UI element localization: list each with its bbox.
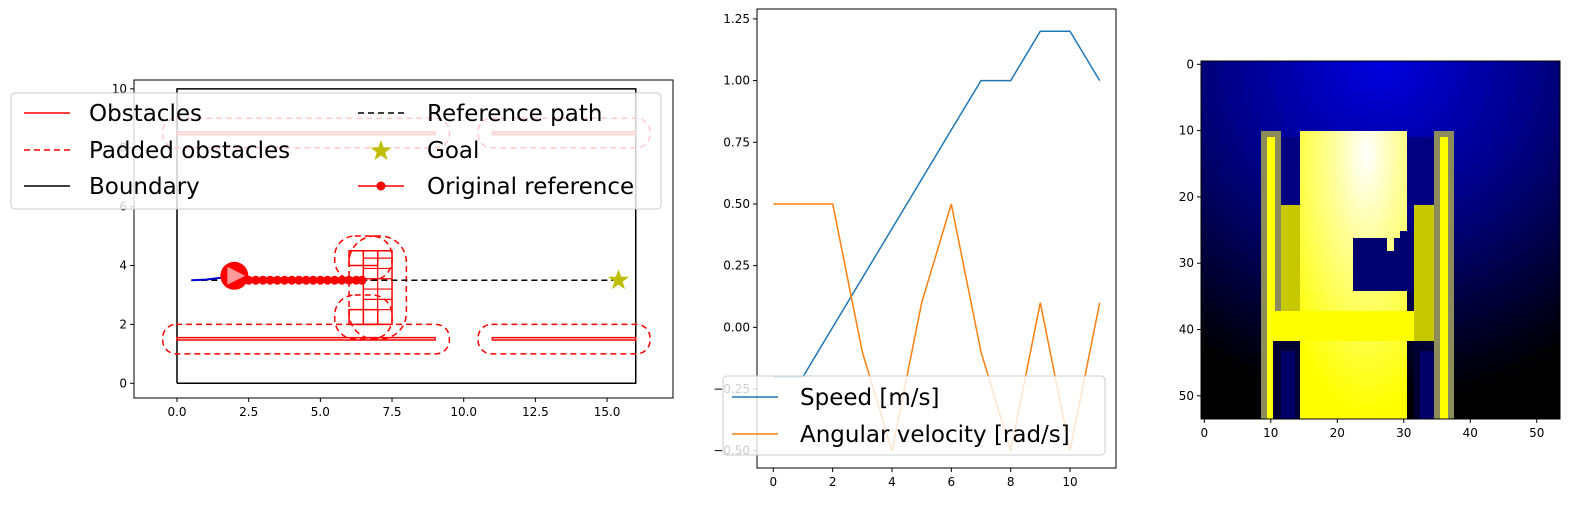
legend-label-original-reference: Original reference <box>427 174 634 200</box>
y-tick-label: 10 <box>112 82 127 96</box>
original-reference-point <box>330 275 340 285</box>
legend-item-obstacles: Obstacles <box>24 101 202 127</box>
original-reference-point <box>337 275 347 285</box>
legend-label-angular-velocity: Angular velocity [rad/s] <box>800 422 1070 448</box>
legend-item-reference-path: Reference path <box>358 101 602 127</box>
y-tick-label: 0 <box>119 376 127 390</box>
original-reference-point <box>251 275 261 285</box>
original-reference-point <box>294 275 304 285</box>
padded-obstacle <box>477 323 651 355</box>
x-tick-label: 2.5 <box>239 405 258 419</box>
original-reference-point <box>258 275 268 285</box>
y-tick-label: 10 <box>1179 124 1194 138</box>
x-tick-label: 8 <box>1007 475 1015 489</box>
y-tick-label: 1.25 <box>723 12 750 26</box>
legend-original-reference-marker-icon <box>376 181 386 191</box>
obstacle <box>176 336 436 341</box>
x-tick-label: 10.0 <box>450 405 477 419</box>
legend-item-speed: Speed [m/s] <box>732 385 940 411</box>
original-reference-point <box>280 275 290 285</box>
obstacle <box>362 250 393 326</box>
original-reference-point <box>357 275 367 285</box>
legend-label-padded-obstacles: Padded obstacles <box>89 138 290 164</box>
cost-map-frame <box>1200 60 1561 420</box>
x-tick-label: 0 <box>1201 426 1209 440</box>
original-reference-point <box>287 275 297 285</box>
x-tick-label: 6 <box>948 475 956 489</box>
x-tick-label: 2 <box>829 475 837 489</box>
y-tick-label: 40 <box>1179 323 1194 337</box>
original-reference-point <box>308 275 318 285</box>
x-tick-label: 12.5 <box>522 405 549 419</box>
velocity-legend: Speed [m/s] Angular velocity [rad/s] <box>722 375 1106 456</box>
y-tick-label: 0.75 <box>723 135 750 149</box>
x-tick-label: 40 <box>1463 426 1478 440</box>
x-tick-label: 20 <box>1330 426 1345 440</box>
y-tick-label: 50 <box>1179 389 1194 403</box>
angular-velocity-series-line <box>773 203 1101 451</box>
x-tick-label: 10 <box>1062 475 1077 489</box>
original-reference-point <box>272 275 282 285</box>
velocity-legend-box <box>722 375 1106 456</box>
padded-obstacle <box>348 235 408 340</box>
map-legend-box <box>10 92 662 210</box>
obstacle <box>491 336 637 341</box>
speed-series-line <box>773 30 1101 378</box>
x-tick-label: 4 <box>888 475 896 489</box>
x-tick-label: 7.5 <box>382 405 401 419</box>
legend-label-speed: Speed [m/s] <box>800 385 940 411</box>
x-tick-label: 5.0 <box>311 405 330 419</box>
legend-label-goal: Goal <box>427 138 479 164</box>
x-tick-label: 50 <box>1529 426 1544 440</box>
legend-item-original-reference: Original reference <box>358 174 634 200</box>
original-reference-point <box>265 275 275 285</box>
goal-star-icon <box>608 269 629 290</box>
y-tick-label: 4 <box>119 259 127 273</box>
x-tick-label: 15.0 <box>594 405 621 419</box>
x-tick-label: 10 <box>1263 426 1278 440</box>
x-tick-label: 30 <box>1396 426 1411 440</box>
legend-item-padded-obstacles: Padded obstacles <box>24 138 290 164</box>
legend-label-reference-path: Reference path <box>427 101 602 127</box>
original-reference-point <box>301 275 311 285</box>
legend-item-boundary: Boundary <box>24 174 200 200</box>
x-tick-label: 0.0 <box>167 405 186 419</box>
legend-item-goal: Goal <box>370 138 479 164</box>
cost-map-image <box>1201 61 1560 419</box>
legend-label-obstacles: Obstacles <box>89 101 202 127</box>
robot-heading-icon <box>227 266 246 285</box>
y-tick-label: 1.00 <box>723 74 750 88</box>
y-tick-label: 0.00 <box>723 320 750 334</box>
y-tick-label: 0.50 <box>723 197 750 211</box>
y-tick-label: 30 <box>1179 256 1194 270</box>
original-reference-point <box>323 275 333 285</box>
padded-obstacle <box>161 323 451 355</box>
cost-map-plot: 0 10 20 30 40 50 0 10 20 30 40 50 <box>1179 57 1561 440</box>
x-tick-label: 0 <box>769 475 777 489</box>
y-tick-label: 2 <box>119 317 127 331</box>
original-reference-point <box>344 275 354 285</box>
legend-label-boundary: Boundary <box>89 174 200 200</box>
original-reference-point <box>315 275 325 285</box>
y-tick-label: 20 <box>1179 190 1194 204</box>
map-legend: Obstacles Padded obstacles Boundary Refe… <box>10 92 662 210</box>
y-tick-label: 0.25 <box>723 259 750 273</box>
legend-item-angular-velocity: Angular velocity [rad/s] <box>732 422 1070 448</box>
legend-goal-star-icon <box>370 140 392 160</box>
y-tick-label: 0 <box>1186 57 1194 71</box>
